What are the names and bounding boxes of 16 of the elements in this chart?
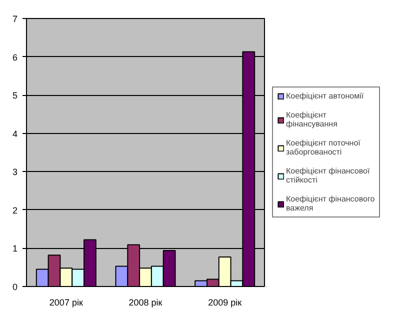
y-tick-label: 6 [12,52,18,62]
x-tick-label: 2009 рік [208,298,242,308]
y-tick-label: 3 [12,167,18,178]
legend-label: Коефіцієнт фінансової стійкості [286,166,370,184]
y-tick-label: 2 [12,205,18,216]
y-tick-label: 1 [12,244,18,254]
legend-label: Коефіцієнт фінансового важеля [286,194,375,212]
y-tick-label: 0 [12,282,18,292]
legend-label: Коефіцієнт фінансування [286,110,338,128]
x-tick-label: 2007 рік [49,298,83,308]
legend-label: Коефіцієнт поточної заборгованості [286,138,360,156]
y-tick-label: 4 [12,128,18,139]
y-tick-label: 7 [12,14,18,24]
y-tick-label: 5 [12,90,18,101]
legend-label: Коефіцієнт автономії [286,92,364,100]
x-tick-label: 2008 рік [128,298,162,308]
